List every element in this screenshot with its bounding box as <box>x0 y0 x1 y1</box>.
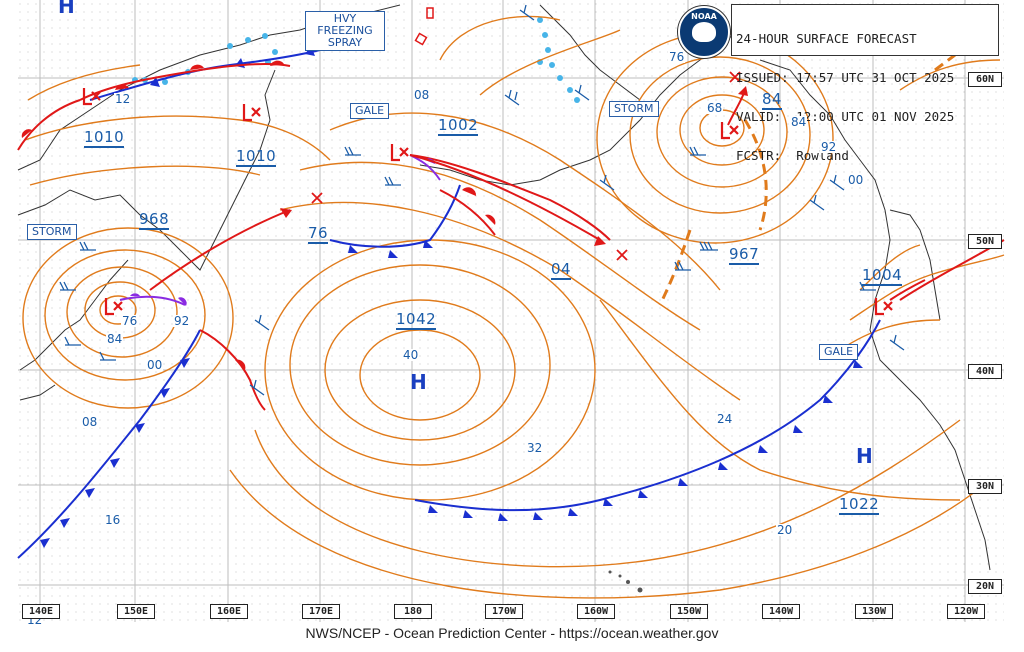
pressure-967: 967 <box>729 244 760 265</box>
high-center-east: H <box>856 444 873 468</box>
lon-label: 180 <box>394 604 432 619</box>
lon-label: 150E <box>117 604 155 619</box>
warning-line: FREEZING <box>317 24 373 37</box>
lon-label: 160W <box>577 604 615 619</box>
isobar-label: 84 <box>790 115 808 129</box>
isobar-label: 32 <box>526 441 544 455</box>
small-symbols <box>414 7 434 46</box>
warning-line: HVY <box>333 12 357 25</box>
logo-text: NOAA <box>691 12 717 21</box>
bird-icon <box>692 22 716 42</box>
pressure-1010-west: 1010 <box>84 127 125 148</box>
footer-credit: NWS/NCEP - Ocean Prediction Center - htt… <box>305 625 719 641</box>
pressure-968: 968 <box>139 209 170 230</box>
pressure-value: 1022 <box>839 495 880 515</box>
pressure-1002: 1002 <box>438 115 479 136</box>
pressure-1022: 1022 <box>839 494 880 515</box>
lon-label: 170W <box>485 604 523 619</box>
pressure-1042: 1042 <box>396 309 437 330</box>
lon-label: 160E <box>210 604 248 619</box>
pressure-84: 84 <box>762 89 783 110</box>
pressure-value: 1010 <box>236 147 277 167</box>
isobar-label: 16 <box>104 513 122 527</box>
noaa-logo: NOAA <box>678 6 730 58</box>
lat-label: 20N <box>968 579 1002 594</box>
storm-warning-west: STORM <box>27 224 77 240</box>
isobar-label: 68 <box>706 101 724 115</box>
pressure-value: 967 <box>729 245 760 265</box>
isobar-label: 08 <box>413 88 431 102</box>
header-valid: VALID: 12:00 UTC 01 NOV 2025 <box>736 109 955 124</box>
warning-line: SPRAY <box>327 36 363 49</box>
isobar-label: 40 <box>402 348 420 362</box>
lon-label: 140W <box>762 604 800 619</box>
high-center-north: H <box>58 0 75 18</box>
isobar-label: 24 <box>716 412 734 426</box>
forecast-positions <box>311 71 741 261</box>
pressure-value: 1002 <box>438 116 479 136</box>
isobar-label: 76 <box>121 314 139 328</box>
header-title: 24-HOUR SURFACE FORECAST <box>736 31 917 46</box>
isobar-label: 76 <box>668 50 686 64</box>
lon-label: 150W <box>670 604 708 619</box>
lat-label: 50N <box>968 234 1002 249</box>
warm-front-bumps <box>21 60 496 370</box>
isobar-label: 00 <box>146 358 164 372</box>
low-centers <box>82 88 893 316</box>
isobar-label: 12 <box>114 92 132 106</box>
isobar-label: 92 <box>173 314 191 328</box>
lon-label: 170E <box>302 604 340 619</box>
high-center: H <box>410 370 427 394</box>
pressure-value: 84 <box>762 90 783 110</box>
pressure-value: 04 <box>551 260 572 280</box>
forecast-header: 24-HOUR SURFACE FORECAST ISSUED: 17:57 U… <box>731 4 999 162</box>
isobar-label: 92 <box>820 140 838 154</box>
isobar-label: 08 <box>81 415 99 429</box>
hawaii <box>608 570 643 593</box>
pressure-value: 1004 <box>862 266 903 286</box>
gale-warning-east: GALE <box>819 344 859 360</box>
header-forecaster: FCSTR: Rowland <box>736 148 849 163</box>
freezing-spray-warning: HVY FREEZING SPRAY <box>305 11 385 51</box>
track-arrows <box>280 86 748 246</box>
lon-label: 140E <box>22 604 60 619</box>
pressure-value: 76 <box>308 224 329 244</box>
isobar-label: 84 <box>106 332 124 346</box>
lon-label: 120W <box>947 604 985 619</box>
pressure-value: 1042 <box>396 310 437 330</box>
wind-barbs <box>59 4 905 396</box>
header-issued: ISSUED: 17:57 UTC 31 OCT 2025 <box>736 70 955 85</box>
gale-warning-west: GALE <box>350 103 390 119</box>
pressure-04: 04 <box>551 259 572 280</box>
isobar-label: 00 <box>847 173 865 187</box>
pressure-1004: 1004 <box>862 265 903 286</box>
storm-warning-east: STORM <box>609 101 659 117</box>
lon-label: 130W <box>855 604 893 619</box>
pressure-value: 968 <box>139 210 170 230</box>
lat-label: 60N <box>968 72 1002 87</box>
pressure-76: 76 <box>308 223 329 244</box>
isobar-label: 20 <box>776 523 794 537</box>
lat-label: 40N <box>968 364 1002 379</box>
pressure-1010: 1010 <box>236 146 277 167</box>
lat-label: 30N <box>968 479 1002 494</box>
pressure-value: 1010 <box>84 128 125 148</box>
